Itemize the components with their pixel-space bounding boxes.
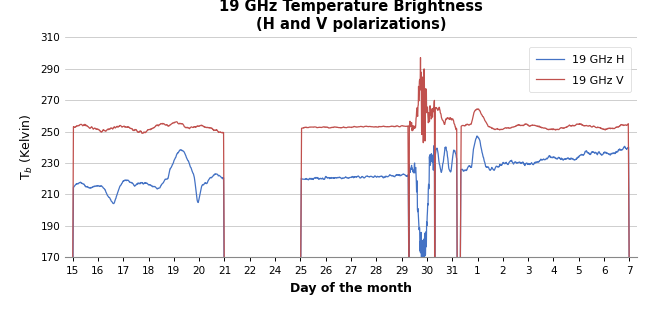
19 GHz V: [625, 300, 633, 303]
19 GHz H: [97, 184, 105, 188]
19 GHz H: [609, 152, 617, 155]
19 GHz V: [610, 127, 617, 131]
19 GHz V: [508, 126, 515, 130]
19 GHz H: [340, 176, 348, 180]
Title: 19 GHz Temperature Brightness
(H and V polarizations): 19 GHz Temperature Brightness (H and V p…: [219, 0, 483, 32]
19 GHz H: [625, 307, 633, 310]
Line: 19 GHz H: 19 GHz H: [73, 136, 629, 310]
19 GHz V: [69, 296, 77, 299]
19 GHz H: [325, 176, 333, 179]
X-axis label: Day of the month: Day of the month: [290, 282, 412, 295]
Y-axis label: T$_b$ (Kelvin): T$_b$ (Kelvin): [19, 114, 35, 180]
19 GHz V: [609, 127, 617, 131]
Legend: 19 GHz H, 19 GHz V: 19 GHz H, 19 GHz V: [529, 47, 631, 92]
19 GHz V: [97, 130, 105, 134]
19 GHz V: [340, 125, 348, 129]
19 GHz H: [610, 151, 617, 155]
19 GHz V: [325, 126, 333, 130]
19 GHz H: [508, 159, 515, 163]
Line: 19 GHz V: 19 GHz V: [73, 58, 629, 304]
